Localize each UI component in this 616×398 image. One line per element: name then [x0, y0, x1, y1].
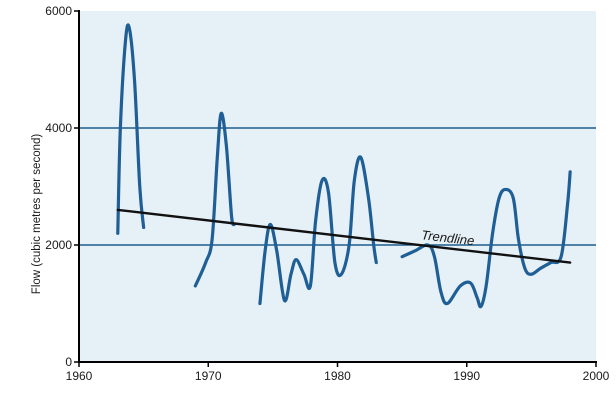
- flow-line-segment-2: [193, 111, 236, 288]
- y-tick-label-6000: 6000: [45, 4, 72, 18]
- plot-background: [79, 11, 596, 362]
- y-axis-label: Flow (cubic metres per second): [31, 134, 43, 295]
- y-tick-label-4000: 4000: [45, 121, 72, 135]
- trendline: [116, 208, 572, 264]
- flow-line-segment-3: [258, 155, 378, 306]
- flow-line-segment-1: [116, 23, 146, 235]
- x-tick-label-1980: 1980: [324, 369, 351, 383]
- grid-lines: [79, 127, 596, 246]
- series-lines: [116, 23, 572, 309]
- y-tick-label-0: 0: [65, 355, 72, 369]
- ticks: 1960 1970 1980 1990 2000 0 2000 4000 6000: [45, 4, 609, 383]
- y-tick-label-2000: 2000: [45, 238, 72, 252]
- flow-line-segment-4: [400, 170, 572, 309]
- x-tick-label-1960: 1960: [66, 369, 93, 383]
- trendline-group: Trendline: [116, 208, 572, 264]
- x-tick-label-1970: 1970: [195, 369, 222, 383]
- x-tick-label-1990: 1990: [453, 369, 480, 383]
- trendline-label: Trendline: [421, 227, 476, 248]
- x-tick-label-2000: 2000: [583, 369, 610, 383]
